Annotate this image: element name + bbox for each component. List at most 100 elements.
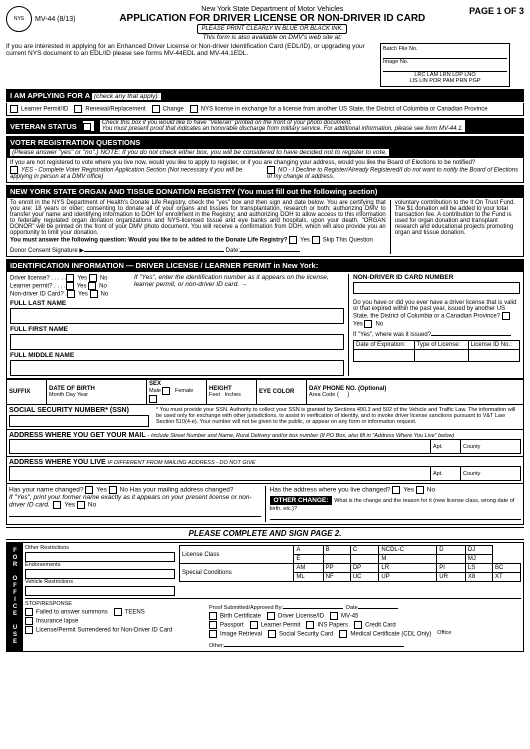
complete-page2: PLEASE COMPLETE AND SIGN PAGE 2.: [6, 527, 524, 540]
renewal-checkbox[interactable]: [74, 105, 82, 113]
p-birth[interactable]: [209, 612, 217, 620]
organ-skip-checkbox[interactable]: [312, 236, 320, 244]
livechg-no[interactable]: [416, 486, 424, 494]
donor-signature[interactable]: [84, 244, 224, 252]
p-learner[interactable]: [250, 621, 258, 629]
exchange-checkbox[interactable]: [190, 105, 198, 113]
vehicle-restrict-field[interactable]: [25, 586, 175, 596]
ident-bar: IDENTIFICATION INFORMATION — DRIVER LICE…: [6, 259, 524, 272]
prior-type-label: Type of License:: [414, 341, 468, 350]
p-cc[interactable]: [354, 621, 362, 629]
physical-table: SUFFIX DATE OF BIRTHMonth Day Year SEX M…: [6, 379, 524, 405]
print-instruction: PLEASE PRINT CLEARLY IN BLUE OR BLACK IN…: [197, 24, 347, 34]
organ-yes-checkbox[interactable]: [289, 236, 297, 244]
prior-yes[interactable]: [502, 312, 510, 320]
middle-name-field[interactable]: [10, 360, 344, 376]
veteran-bar: VETERAN STATUS Check this box if you wou…: [6, 118, 524, 134]
stop-label: STOP/RESPONSE: [25, 601, 205, 607]
p-ins[interactable]: [306, 621, 314, 629]
mailchg-yes[interactable]: [53, 501, 61, 509]
prior-type-field[interactable]: [414, 350, 468, 362]
last-name-field[interactable]: [10, 308, 344, 324]
veteran-checkbox[interactable]: [83, 123, 91, 131]
voter-no-checkbox[interactable]: [267, 166, 275, 174]
image-label: Image No.: [383, 58, 507, 65]
failed-summons-checkbox[interactable]: [25, 608, 33, 616]
learner-checkbox[interactable]: [10, 105, 18, 113]
lp-yes[interactable]: [66, 282, 74, 290]
ssn-label: SOCIAL SECURITY NUMBER* (SSN): [9, 407, 129, 414]
applying-options: Learner Permit/ID Renewal/Replacement Ch…: [6, 103, 524, 116]
mailchg-no[interactable]: [77, 501, 85, 509]
prior-licid-field[interactable]: [468, 350, 519, 362]
live-addr-field[interactable]: [10, 467, 431, 481]
batch-box: Batch File No. Image No. LRC LAM LRN LDP…: [380, 43, 510, 87]
prior-licid-label: License ID No.:: [468, 341, 519, 350]
former-name-field[interactable]: [9, 509, 261, 517]
office-side-label: FOR OFFICE USE: [7, 543, 23, 651]
nd-card-field[interactable]: [353, 282, 520, 294]
organ-bar: NEW YORK STATE ORGAN AND TISSUE DONATION…: [6, 185, 524, 198]
nd-yes[interactable]: [67, 290, 75, 298]
p-passport[interactable]: [209, 621, 217, 629]
department-name: New York State Department of Motor Vehic…: [75, 6, 469, 13]
last-name-label: FULL LAST NAME: [10, 300, 344, 307]
endorse-field[interactable]: [25, 569, 175, 579]
organ-body: To enroll in the NYS Department of Healt…: [6, 198, 524, 257]
surrender-checkbox[interactable]: [25, 626, 33, 634]
lic-class-label: License Class: [180, 546, 294, 564]
ssn-field[interactable]: [9, 415, 149, 427]
live-addr-label: ADDRESS WHERE YOU LIVE: [9, 459, 106, 466]
other-change-bar: OTHER CHANGE:: [270, 496, 333, 505]
female-checkbox[interactable]: [149, 395, 157, 403]
first-name-field[interactable]: [10, 334, 344, 350]
insurance-checkbox[interactable]: [25, 617, 33, 625]
prior-exp-field[interactable]: [354, 350, 415, 362]
spec-cond-label: Special Conditions: [180, 564, 294, 582]
first-name-label: FULL FIRST NAME: [10, 326, 344, 333]
codes-2: LIS LIN POR PAM PRN PGP: [383, 78, 507, 84]
form-title: APPLICATION FOR DRIVER LICENSE OR NON-DR…: [75, 13, 469, 24]
p-image[interactable]: [209, 630, 217, 638]
nys-seal-icon: NYS: [6, 6, 32, 32]
mail-addr-field[interactable]: [10, 440, 431, 454]
approved-by[interactable]: [283, 601, 343, 609]
nd-no[interactable]: [90, 290, 98, 298]
male-checkbox[interactable]: [162, 387, 170, 395]
voter-body: If you are not registered to vote where …: [6, 158, 524, 183]
page-number: PAGE 1 OF 3: [469, 6, 524, 16]
other-change-field[interactable]: [270, 512, 522, 520]
lp-no[interactable]: [88, 282, 96, 290]
web-note: This form is also available on DMV's web…: [75, 34, 469, 41]
batch-label: Batch File No.: [383, 46, 507, 52]
namechg-yes[interactable]: [85, 486, 93, 494]
donor-date[interactable]: [240, 244, 300, 252]
office-use-block: FOR OFFICE USE Other Restrictions Endors…: [6, 542, 524, 652]
change-checkbox[interactable]: [152, 105, 160, 113]
dl-no[interactable]: [89, 274, 97, 282]
prior-where[interactable]: [431, 328, 511, 336]
office-date[interactable]: [358, 601, 398, 609]
ssn-note: * You must provide your SSN. Authority t…: [153, 407, 521, 427]
proof-other[interactable]: [224, 639, 404, 647]
ident-body: Driver license? . . . . .Yes No Learner …: [6, 272, 524, 379]
middle-name-label: FULL MIDDLE NAME: [10, 352, 344, 359]
p-ssc[interactable]: [268, 630, 276, 638]
teens-checkbox[interactable]: [114, 608, 122, 616]
namechg-no[interactable]: [109, 486, 117, 494]
applying-bar: I AM APPLYING FOR A (check any that appl…: [6, 89, 524, 102]
dl-yes[interactable]: [66, 274, 74, 282]
mail-addr-label: ADDRESS WHERE YOU GET YOUR MAIL: [9, 432, 146, 439]
other-restrict-field[interactable]: [25, 552, 175, 562]
prior-no[interactable]: [364, 320, 372, 328]
p-mv45[interactable]: [330, 612, 338, 620]
livechg-yes[interactable]: [392, 486, 400, 494]
p-med[interactable]: [339, 630, 347, 638]
p-dl[interactable]: [267, 612, 275, 620]
voter-bar: VOTER REGISTRATION QUESTIONS (Please ans…: [6, 136, 524, 158]
codes-1: LRC LAM LRN LDP LNO: [383, 71, 507, 78]
voter-yes-checkbox[interactable]: [10, 166, 18, 174]
intro-text: If you are interested in applying for an…: [6, 43, 376, 87]
form-id: MV-44 (8/13): [35, 16, 75, 23]
prior-exp-label: Date of Expiration:: [354, 341, 415, 350]
